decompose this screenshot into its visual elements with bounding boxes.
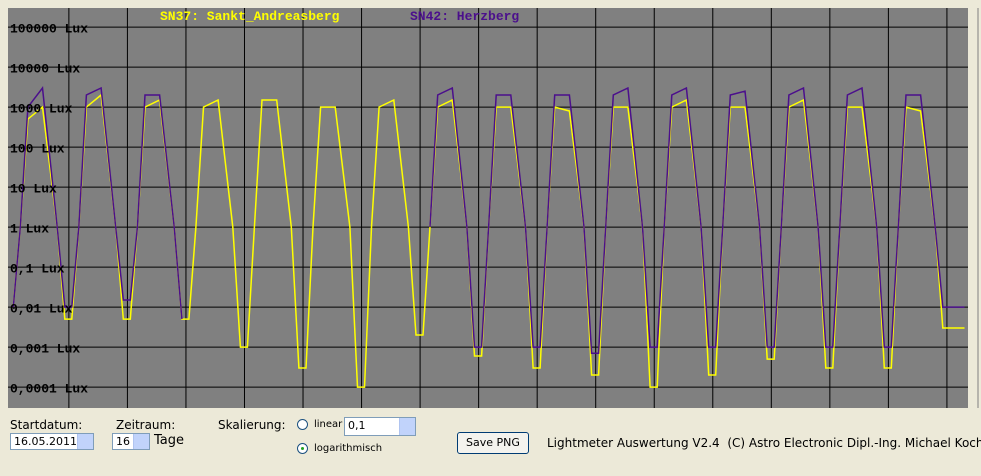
period-unit: Tage [154,433,185,448]
plot-area [8,8,968,408]
series-line [429,86,965,355]
y-tick-label: 10 Lux [10,182,57,197]
y-tick-label: 0,1 Lux [10,262,65,277]
y-tick-label: 1 Lux [10,222,49,237]
start-date: 16.05.2011 [14,435,77,448]
tick-labels: 100000 Lux 10000 Lux 1000 Lux 100 Lux 10 Lux… [10,22,88,397]
save-png-button[interactable]: Save PNG [457,432,529,454]
footer-text: Lightmeter Auswertung V2.4 (C) Astro Ele… [547,436,981,450]
chart: 100000 Lux 10000 Lux 1000 Lux 100 Lux 10 Lux… [8,8,979,408]
linear-label: linear [314,419,343,430]
linear-radio[interactable] [297,419,308,430]
legend-entry: SN37: Sankt_Andreasberg [160,9,340,24]
y-tick-label: 100000 Lux [10,22,88,37]
y-tick-label: 0,01 Lux [10,302,73,317]
linear-factor-select[interactable]: 0,1 [344,417,416,436]
start-label: Startdatum: [10,418,83,432]
log-radio[interactable] [297,443,308,454]
log-label: logarithmisch [314,443,383,454]
linear-factor: 0,1 [348,419,366,432]
y-tick-label: 100 Lux [10,142,65,157]
series-line [12,86,183,320]
y-tick-label: 1000 Lux [10,102,73,117]
period-value: 16 [116,435,130,448]
y-tick-label: 0,0001 Lux [10,382,88,397]
period-spinner[interactable]: 16 [112,433,150,450]
series-lines [12,86,965,388]
dropdown-arrow [399,418,415,435]
spin-buttons [133,434,149,449]
start-date-picker[interactable]: 16.05.2011 [10,433,94,450]
legend-entry: SN42: Herzberg [410,9,519,24]
scale-label: Skalierung: [218,418,286,432]
dropdown-arrow [77,434,93,449]
radio-dot [301,447,304,450]
y-tick-label: 0,001 Lux [10,342,80,357]
period-label: Zeitraum: [116,418,176,432]
y-tick-label: 10000 Lux [10,62,80,77]
